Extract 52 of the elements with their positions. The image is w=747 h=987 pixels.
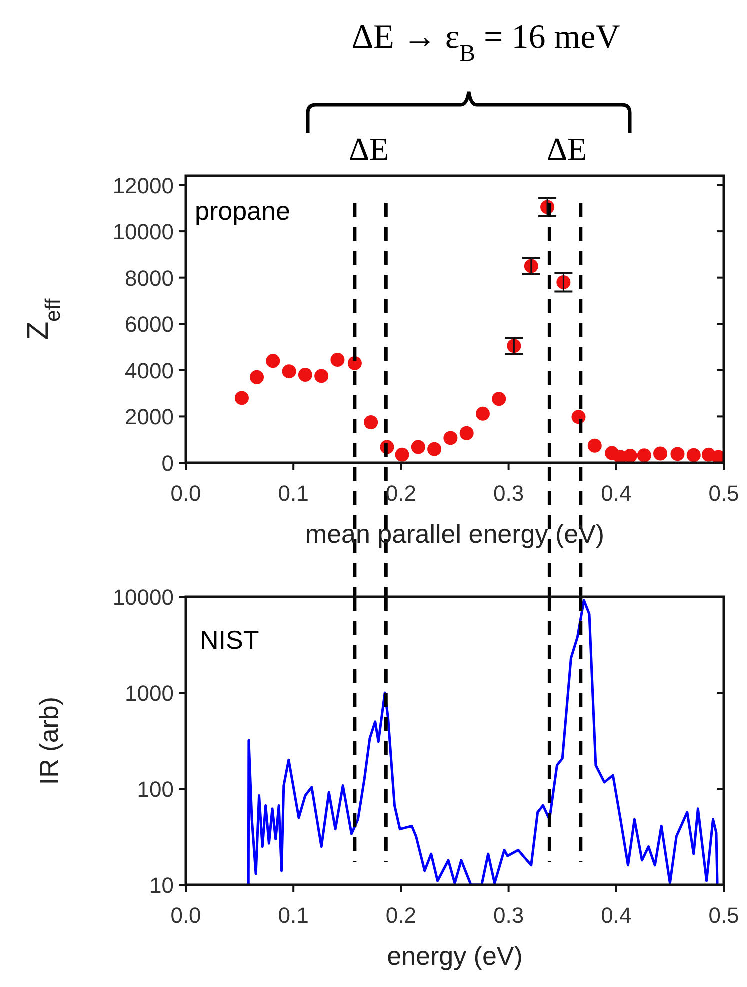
point: [250, 370, 264, 384]
text: ΔE: [546, 131, 588, 167]
x-tick-label: 0.0: [170, 903, 202, 928]
y-tick-label: 0: [162, 451, 174, 476]
annotation: propane: [195, 196, 290, 226]
annotation: NIST: [200, 625, 260, 655]
x-tick-label: 0.1: [278, 481, 309, 506]
point: [670, 447, 685, 462]
x-axis-title: energy (eV): [387, 941, 523, 971]
point: [686, 448, 701, 462]
point: [492, 392, 506, 406]
x-tick-label: 0.4: [601, 903, 632, 928]
point: [637, 448, 652, 463]
point: [314, 369, 329, 384]
point: [266, 354, 280, 368]
y-tick-label: 8000: [125, 266, 174, 291]
x-tick-label: 0.3: [494, 903, 524, 928]
point: [364, 415, 378, 430]
text: ΔE → ε$_{B}$ = 16 meV: [352, 19, 621, 67]
y-tick-label: 10000: [112, 585, 174, 610]
y-tick-label: 10000: [112, 220, 174, 245]
point: [298, 368, 312, 382]
x-tick-label: 0.4: [601, 481, 632, 506]
point: [444, 431, 458, 446]
x-tick-label: 0.3: [494, 481, 524, 506]
point: [411, 440, 426, 454]
x-tick-label: 0.5: [708, 903, 740, 928]
point: [588, 438, 602, 453]
x-axis-title: mean parallel energy (eV): [305, 519, 605, 549]
x-tick-label: 0.5: [708, 481, 740, 506]
point: [476, 406, 490, 421]
y-tick-label: 4000: [125, 358, 174, 384]
text: ΔE: [348, 131, 390, 167]
x-tick-label: 0.2: [386, 481, 416, 506]
x-tick-label: 0.2: [386, 903, 416, 928]
y-tick-label: 1000: [125, 681, 174, 706]
point: [330, 353, 345, 368]
point: [623, 449, 638, 463]
y-axis-title: IR (arb): [34, 696, 64, 786]
point: [395, 448, 410, 462]
point: [282, 364, 296, 379]
x-tick-label: 0.0: [170, 481, 202, 506]
point: [428, 442, 442, 456]
y-tick-label: 100: [137, 777, 174, 802]
y-tick-label: 2000: [125, 404, 174, 430]
point: [654, 446, 668, 461]
point: [234, 391, 249, 406]
y-tick-label: 12000: [112, 173, 174, 198]
y-tick-label: 6000: [125, 312, 174, 338]
x-tick-label: 0.1: [278, 903, 309, 928]
y-tick-label: 10: [150, 873, 174, 898]
point: [460, 426, 474, 440]
